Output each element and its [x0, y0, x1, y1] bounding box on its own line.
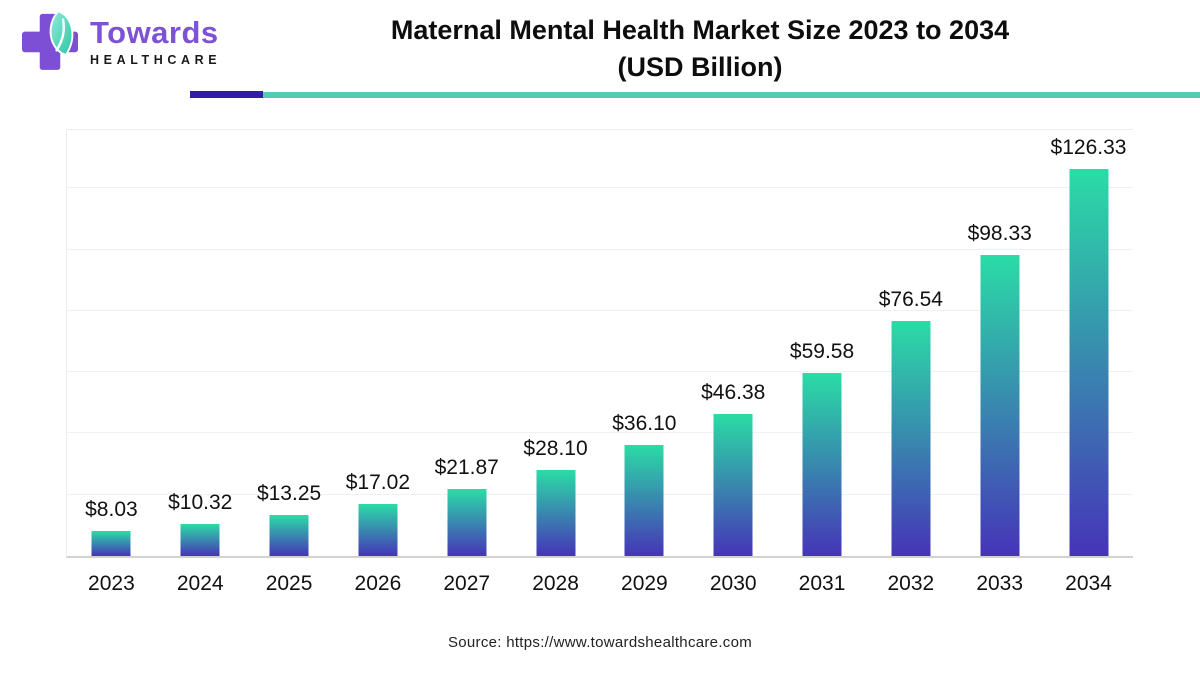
- bar-group: $98.33 2033: [955, 130, 1044, 595]
- gridline: [67, 371, 1133, 373]
- bar-value-label: $21.87: [434, 455, 499, 479]
- x-axis-label: 2026: [354, 572, 402, 595]
- title-line-2: (USD Billion): [617, 52, 783, 82]
- bar: [536, 469, 576, 556]
- divider-purple-segment: [190, 91, 263, 98]
- x-axis-label: 2031: [798, 572, 846, 595]
- x-axis-label: 2025: [265, 572, 313, 595]
- bar-group: $28.10 2028: [511, 130, 600, 595]
- title-line-1: Maternal Mental Health Market Size 2023 …: [390, 15, 1010, 45]
- x-axis-label: 2023: [88, 572, 135, 595]
- bar-value-label: $46.38: [701, 380, 766, 404]
- x-axis-label: 2030: [709, 572, 757, 595]
- gridline: [67, 432, 1133, 434]
- divider-teal-line: [263, 92, 1200, 98]
- bar: [447, 488, 487, 556]
- towards-healthcare-logo: Towards HEALTHCARE: [22, 8, 221, 74]
- bar: [713, 413, 753, 556]
- bar: [1069, 168, 1109, 556]
- bar-value-label: $8.03: [85, 498, 138, 522]
- x-axis-label: 2027: [443, 572, 491, 595]
- x-axis-label: 2028: [532, 572, 579, 595]
- bar-group: $17.02 2026: [333, 130, 422, 595]
- brand-name: Towards: [90, 14, 219, 50]
- bar-group: $21.87 2027: [422, 130, 511, 595]
- bar: [802, 373, 842, 556]
- bar: [180, 524, 220, 556]
- gridline: [67, 248, 1133, 250]
- bar-value-label: $28.10: [523, 436, 588, 460]
- x-axis-label: 2034: [1065, 572, 1112, 595]
- gridline: [67, 493, 1133, 495]
- bar-value-label: $17.02: [345, 470, 411, 494]
- gridlines: [67, 130, 1133, 556]
- gridline: [67, 309, 1133, 311]
- bar-group: $46.38 2030: [689, 130, 778, 595]
- gridline: [67, 187, 1133, 189]
- logo-cross-leaf-icon: [22, 10, 78, 70]
- bar-value-label: $76.54: [878, 288, 943, 312]
- brand-subtitle: HEALTHCARE: [90, 52, 222, 67]
- bar-value-label: $13.25: [256, 482, 322, 506]
- bar-row: $8.03 2023 $10.32 2024 $13.25 2025 $17.02 2026 $…: [67, 130, 1133, 595]
- bar-group: $59.58 2031: [778, 130, 867, 595]
- bar: [91, 531, 131, 556]
- x-axis-label: 2033: [976, 572, 1024, 595]
- bar-value-label: $126.33: [1050, 135, 1127, 159]
- bar-value-label: $59.58: [789, 340, 855, 364]
- bar-group: $10.32 2024: [156, 130, 245, 595]
- bar-group: $126.33 2034: [1044, 130, 1133, 595]
- page-title: Maternal Mental Health Market Size 2023 …: [200, 12, 1200, 86]
- bar-group: $36.10 2029: [600, 130, 689, 595]
- bar-group: $76.54 2032: [866, 130, 955, 595]
- x-axis-label: 2024: [176, 572, 224, 595]
- logo-text: Towards HEALTHCARE: [90, 14, 222, 67]
- bar: [980, 254, 1020, 556]
- bar-value-label: $36.10: [612, 412, 677, 436]
- bar: [891, 321, 931, 556]
- x-axis-label: 2032: [887, 572, 935, 595]
- source-text: Source: https://www.towardshealthcare.co…: [447, 634, 753, 651]
- bar-chart: $8.03 2023 $10.32 2024 $13.25 2025 $17.02 2026 $…: [66, 129, 1133, 595]
- bar-group: $13.25 2025: [245, 130, 334, 595]
- bar-group: $8.03 2023: [67, 130, 156, 595]
- x-axis-label: 2029: [621, 572, 668, 595]
- bar: [624, 445, 664, 556]
- bar: [269, 515, 309, 556]
- bar-value-label: $10.32: [168, 491, 233, 515]
- bar-value-label: $98.33: [967, 221, 1032, 245]
- bar: [358, 503, 398, 556]
